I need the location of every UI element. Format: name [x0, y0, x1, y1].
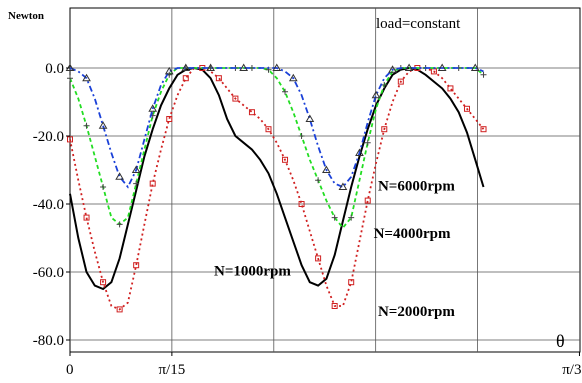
data-point [388, 65, 397, 73]
data-point [116, 306, 123, 313]
data-point [148, 104, 158, 112]
x-tick-label: π/15 [158, 362, 185, 378]
data-point [133, 180, 140, 187]
data-point [437, 63, 447, 71]
data-point [282, 156, 289, 163]
data-point [98, 121, 108, 129]
data-point [272, 63, 282, 71]
data-point [371, 90, 381, 99]
data-point [305, 114, 315, 122]
data-point [133, 262, 140, 269]
data-point [381, 82, 388, 88]
data-point [463, 105, 470, 112]
data-point [298, 133, 305, 139]
y-tick-label: -40.0 [33, 197, 64, 213]
plot-frame [69, 7, 581, 353]
data-point [404, 63, 414, 71]
data-point [100, 184, 107, 190]
data-point [265, 126, 272, 133]
data-point [166, 116, 173, 122]
x-axis-label: θ [556, 331, 565, 351]
data-point [248, 109, 255, 116]
data-point [331, 303, 338, 309]
x-tick-label: 0 [66, 362, 74, 378]
data-point [355, 148, 364, 156]
data-point [83, 122, 90, 129]
y-axis-label: Newton [8, 10, 44, 22]
x-axis-ticks: 0 π/15 π/3 [66, 352, 581, 378]
data-point [115, 172, 124, 180]
data-point [348, 214, 355, 221]
data-point [67, 136, 73, 143]
y-tick-label: 0.0 [45, 61, 64, 77]
data-point [397, 78, 404, 85]
data-point [381, 126, 388, 133]
grid [70, 8, 580, 352]
series-line [69, 67, 485, 230]
data-point [181, 63, 191, 71]
data-point [239, 63, 249, 71]
data-point [364, 197, 371, 204]
data-point [470, 63, 480, 71]
series-line [69, 67, 484, 189]
data-point [282, 88, 289, 95]
data-point [100, 279, 107, 286]
data-point [480, 71, 487, 78]
data-point [149, 180, 156, 187]
data-point [338, 182, 348, 190]
data-point [182, 75, 189, 82]
data-point [331, 214, 338, 221]
x-tick-label: π/3 [562, 362, 581, 378]
data-point [348, 279, 355, 286]
data-point [315, 177, 322, 184]
data-point [322, 165, 331, 173]
series-label: N=2000rpm [378, 304, 455, 320]
data-point [298, 201, 305, 207]
series-N=6000rpm [65, 63, 484, 190]
series-label: N=1000rpm [214, 263, 291, 279]
data-point [215, 75, 222, 82]
data-point [164, 66, 174, 75]
data-point [82, 73, 91, 82]
series-label: N=4000rpm [374, 226, 451, 242]
data-point [288, 73, 298, 82]
series-label: N=6000rpm [378, 178, 455, 194]
data-point [364, 139, 371, 146]
data-point [67, 75, 73, 82]
series-labels: N=1000rpm N=2000rpm N=4000rpm N=6000rpm [214, 178, 455, 320]
series-N=4000rpm [67, 65, 487, 230]
data-point [315, 255, 322, 262]
data-point [232, 95, 239, 102]
data-point [480, 126, 487, 133]
data-point [83, 214, 90, 221]
y-tick-label: -80.0 [33, 333, 64, 349]
y-tick-label: -60.0 [33, 265, 64, 281]
data-point [116, 221, 123, 228]
chart-annotation: load=constant [376, 16, 461, 32]
data-point [206, 63, 215, 71]
y-tick-label: -20.0 [33, 129, 64, 145]
data-point [131, 165, 141, 173]
y-axis-ticks: 0.0 -20.0 -40.0 -60.0 -80.0 [33, 61, 70, 349]
series-layer [65, 63, 487, 313]
data-point [447, 85, 454, 92]
